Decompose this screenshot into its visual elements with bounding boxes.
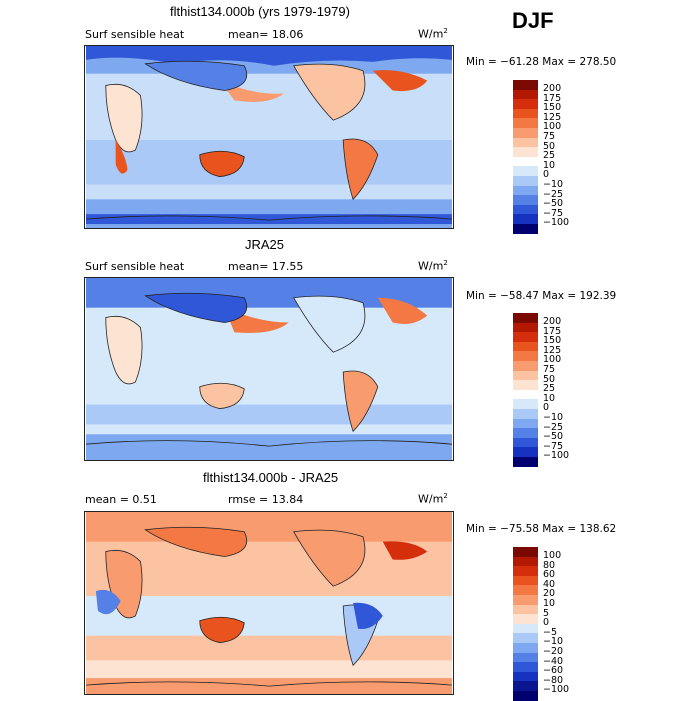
panel3-colorbar-labels: 100 80 60 40 20 10 5 0 −5 −10 −20 −40 −6… [543, 550, 570, 696]
panel3-units: W/m2 [418, 492, 448, 506]
panel1-colorbar [513, 80, 538, 234]
panel2-mean: mean= 17.55 [228, 260, 304, 273]
panel2-map [84, 277, 454, 461]
panel1-minmax: Min = −61.28 Max = 278.50 [466, 56, 617, 68]
panel1-title: flthist134.000b (yrs 1979-1979) [170, 4, 350, 19]
panel2-title: JRA25 [245, 237, 285, 252]
panel3-colorbar [513, 547, 538, 701]
panel3-title: flthist134.000b - JRA25 [203, 470, 339, 485]
panel2-minmax: Min = −58.47 Max = 192.39 [466, 290, 617, 302]
panel2-colorbar-labels: 200 175 150 125 100 75 50 25 10 0 −10 −2… [543, 316, 570, 462]
season-label: DJF [512, 8, 554, 33]
panel3-rmse: rmse = 13.84 [228, 493, 304, 506]
panel3-mean: mean = 0.51 [85, 493, 157, 506]
panel3-map [84, 511, 454, 695]
panel3-minmax: Min = −75.58 Max = 138.62 [466, 523, 617, 535]
panel1-map [84, 45, 454, 229]
panel2-variable-label: Surf sensible heat [85, 260, 185, 273]
panel1-units: W/m2 [418, 27, 448, 41]
panel1-colorbar-labels: 200 175 150 125 100 75 50 25 10 0 −10 −2… [543, 83, 570, 229]
panel1-variable-label: Surf sensible heat [85, 28, 185, 41]
panel2-units: W/m2 [418, 259, 448, 273]
panel1-mean: mean= 18.06 [228, 28, 304, 41]
panel2-colorbar [513, 313, 538, 467]
